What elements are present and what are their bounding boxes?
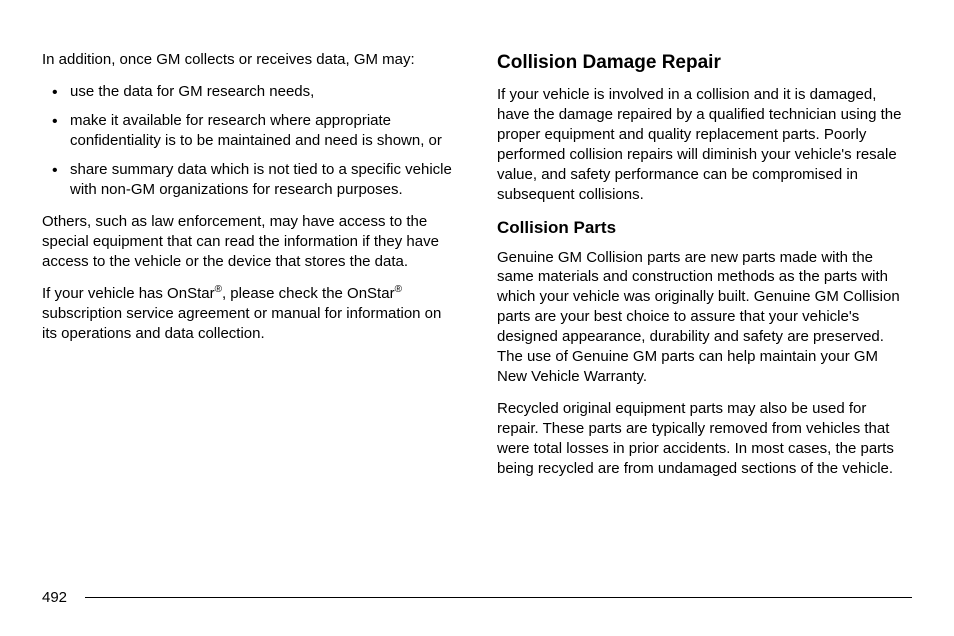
registered-icon: ® <box>395 284 402 295</box>
collision-damage-heading: Collision Damage Repair <box>497 50 912 75</box>
list-item: share summary data which is not tied to … <box>70 160 457 200</box>
onstar-text-a: If your vehicle has OnStar <box>42 285 215 302</box>
onstar-text-c: subscription service agreement or manual… <box>42 305 441 342</box>
collision-parts-heading: Collision Parts <box>497 217 912 240</box>
page-content: In addition, once GM collects or receive… <box>0 0 954 511</box>
registered-icon: ® <box>215 284 222 295</box>
footer-rule <box>85 597 912 598</box>
onstar-paragraph: If your vehicle has OnStar®, please chec… <box>42 283 457 344</box>
list-item: use the data for GM research needs, <box>70 82 457 102</box>
onstar-text-b: , please check the OnStar <box>222 285 395 302</box>
data-use-list: use the data for GM research needs, make… <box>42 82 457 200</box>
collision-parts-paragraph-2: Recycled original equipment parts may al… <box>497 399 912 479</box>
page-number: 492 <box>42 589 67 606</box>
collision-damage-paragraph: If your vehicle is involved in a collisi… <box>497 85 912 205</box>
right-column: Collision Damage Repair If your vehicle … <box>497 50 912 491</box>
intro-paragraph: In addition, once GM collects or receive… <box>42 50 457 70</box>
law-enforcement-paragraph: Others, such as law enforcement, may hav… <box>42 212 457 272</box>
list-item: make it available for research where app… <box>70 111 457 151</box>
left-column: In addition, once GM collects or receive… <box>42 50 457 491</box>
page-footer: 492 <box>42 589 912 606</box>
collision-parts-paragraph-1: Genuine GM Collision parts are new parts… <box>497 248 912 388</box>
